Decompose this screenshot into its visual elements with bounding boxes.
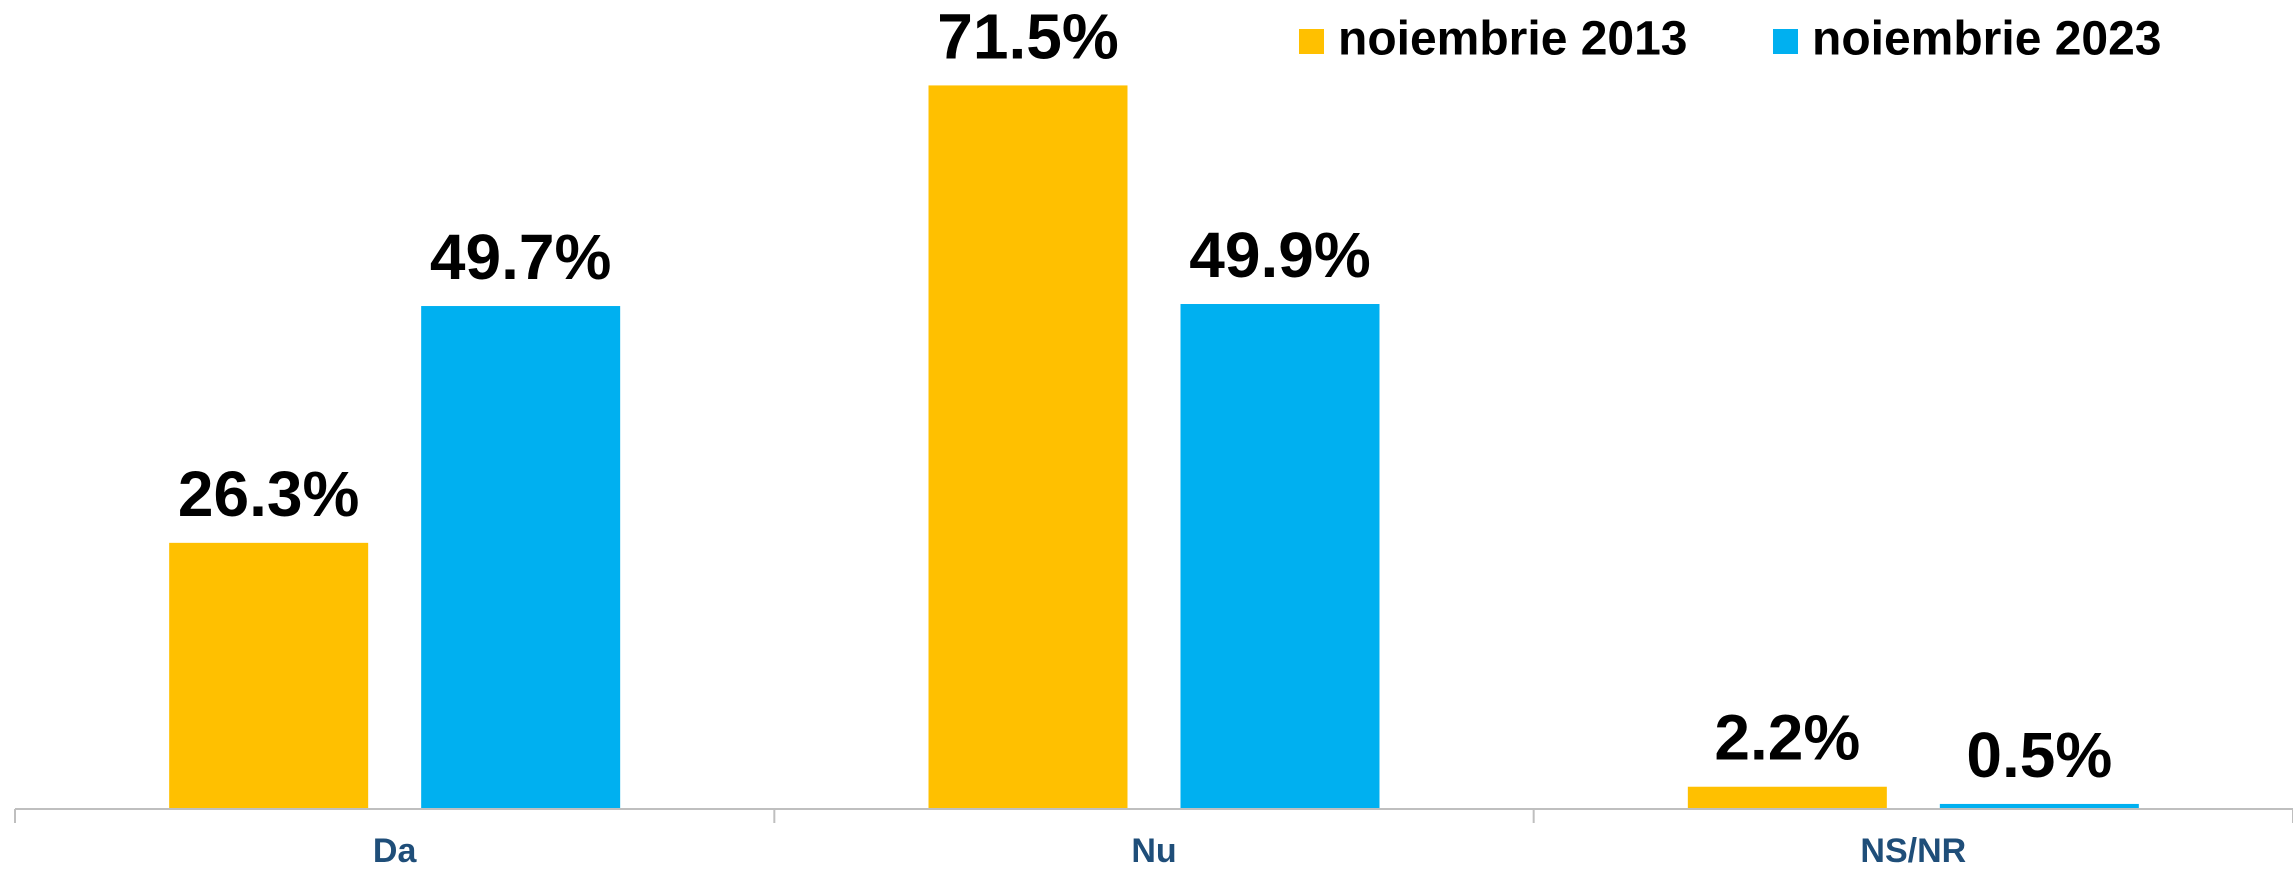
bar <box>928 85 1128 810</box>
value-label: 49.9% <box>1189 219 1370 291</box>
bar <box>1687 786 1887 809</box>
value-label: 49.7% <box>430 221 611 293</box>
legend-swatch <box>1299 29 1324 54</box>
value-label: 26.3% <box>178 458 359 530</box>
value-label: 71.5% <box>937 0 1118 72</box>
legend-label: noiembrie 2013 <box>1338 13 1688 66</box>
category-label: Da <box>373 832 418 869</box>
category-label: Nu <box>1131 832 1176 869</box>
bar <box>421 306 621 809</box>
legend-label: noiembrie 2023 <box>1812 13 2162 66</box>
category-label: NS/NR <box>1860 832 1966 869</box>
bar <box>1180 304 1380 809</box>
legend-swatch <box>1773 29 1798 54</box>
value-label: 2.2% <box>1714 702 1860 774</box>
value-label: 0.5% <box>1966 719 2112 791</box>
bar <box>1939 803 2139 809</box>
bar <box>169 542 369 809</box>
